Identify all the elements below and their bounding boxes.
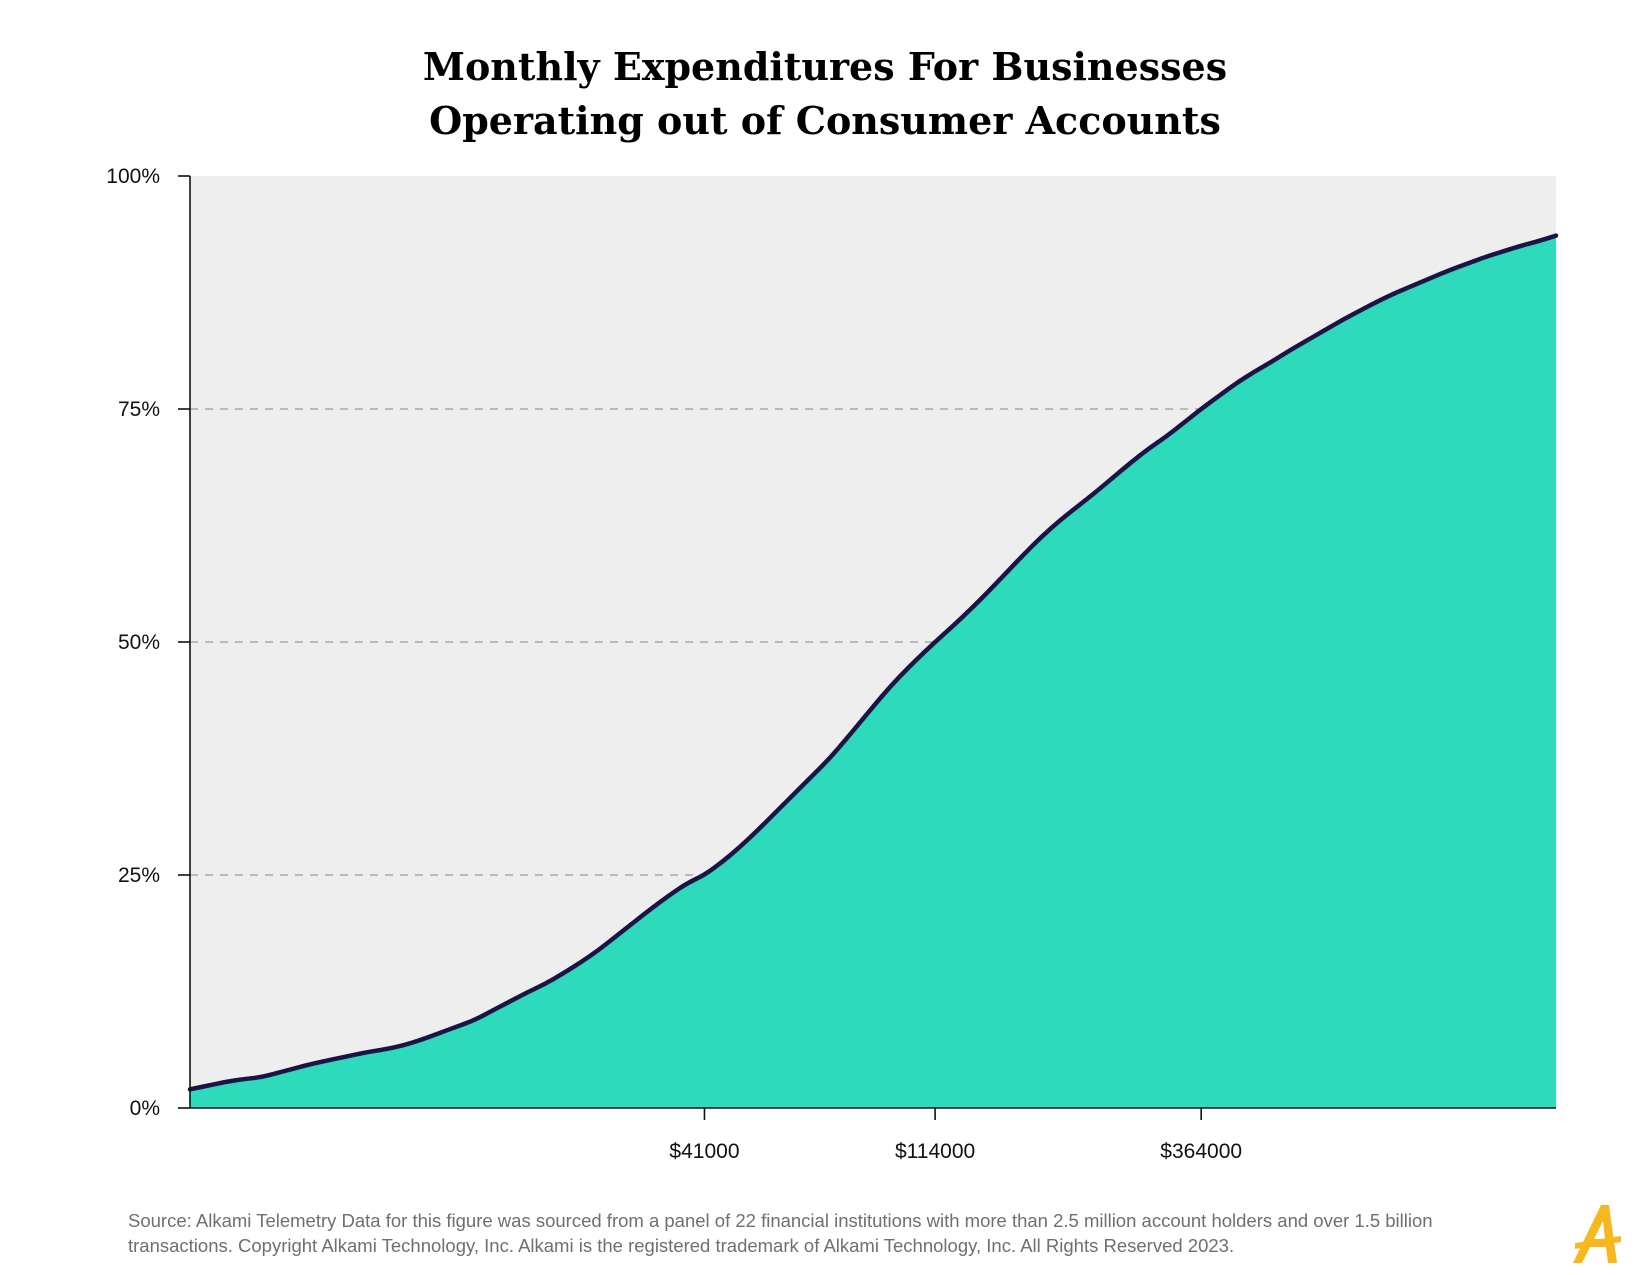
y-tick-label-1: 25%	[118, 864, 160, 887]
x-axis-ticks: $41000 $114000 $364000	[669, 1108, 1242, 1163]
chart-title-line-1: Monthly Expenditures For Businesses	[422, 44, 1228, 89]
area-chart: 0% 25% 50% 75% 100% $41000 $114000 $364000	[106, 165, 1559, 1163]
x-tick-label-0: $41000	[669, 1140, 739, 1163]
alkami-a-logo-icon	[1573, 1205, 1621, 1263]
y-tick-label-2: 50%	[118, 631, 160, 654]
x-tick-label-1: $114000	[895, 1140, 975, 1163]
chart-title: Monthly Expenditures For Businesses Oper…	[0, 40, 1650, 148]
y-tick-label-3: 75%	[118, 398, 160, 421]
cumulative-line	[187, 233, 1559, 1092]
cumulative-area	[190, 235, 1556, 1108]
x-tick-label-2: $364000	[1160, 1140, 1242, 1163]
source-note: Source: Alkami Telemetry Data for this f…	[128, 1210, 1433, 1256]
y-tick-label-4: 100%	[106, 165, 160, 188]
y-axis-ticks: 0% 25% 50% 75% 100%	[106, 165, 190, 1120]
chart-title-line-2: Operating out of Consumer Accounts	[429, 98, 1221, 143]
y-tick-label-0: 0%	[130, 1097, 160, 1120]
